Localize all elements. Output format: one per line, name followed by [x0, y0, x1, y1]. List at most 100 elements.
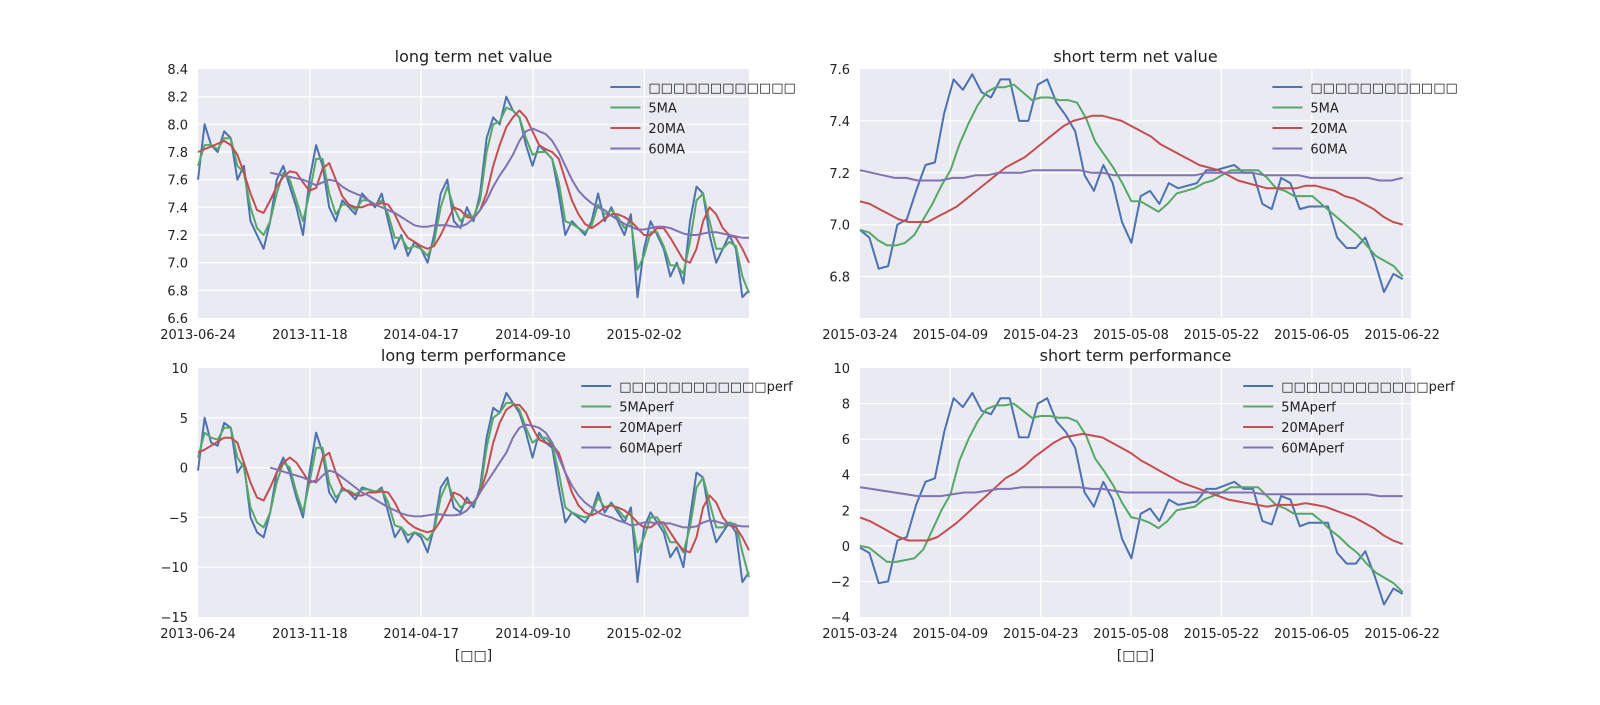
chart-panel-short-net: 6.8 7.0 7.2 7.4 7.6 2015-03-24 2015-04-09 2015-… [822, 47, 1458, 343]
plot-area [198, 69, 749, 318]
x-tick-label: 2015-05-22 [1184, 627, 1260, 642]
x-tick-label: 2014-04-17 [383, 328, 459, 343]
x-tick-label: 2015-04-09 [913, 328, 989, 343]
chart-panel-long-net: 6.6 6.8 7.0 7.2 7.4 7.6 7.8 8.0 8.2 8.4 2013-06-24… [160, 47, 796, 343]
series-line-4 [859, 169, 1403, 182]
x-tick-label: 2015-02-02 [607, 328, 683, 343]
y-tick-label: 6.8 [167, 284, 188, 299]
legend-label: 5MA [1310, 102, 1338, 117]
legend-label: 20MAperf [1281, 421, 1344, 436]
legend-label: □□□□□□□□□□□□ [1310, 81, 1457, 96]
plot-area [198, 368, 749, 617]
gridlines [860, 368, 1411, 617]
series-line-3 [859, 114, 1403, 226]
x-tick-label: 2015-03-24 [822, 627, 898, 642]
gridlines [198, 69, 749, 318]
x-tick-label: 2014-04-17 [383, 627, 459, 642]
y-tick-label: 7.2 [167, 229, 188, 244]
y-tick-label: 8.0 [167, 118, 188, 133]
legend-label: 20MA [1310, 122, 1347, 137]
x-tick-label: 2014-09-10 [495, 328, 571, 343]
series-line-2 [197, 401, 750, 578]
y-tick-label: 5 [180, 412, 188, 427]
y-tick-label: 10 [171, 362, 188, 377]
legend-label: 5MAperf [619, 401, 674, 416]
legend: □□□□□□□□□□□□perf 5MAperf 20MAperf 60MAperf [1243, 380, 1455, 457]
series-line-4 [269, 423, 749, 529]
x-tick-label: 2013-06-24 [160, 328, 236, 343]
y-tick-label: 7.8 [167, 146, 188, 161]
series-line-1 [197, 95, 750, 299]
y-tick-label: −5 [169, 511, 188, 526]
x-tick-label: 2015-04-23 [1003, 627, 1079, 642]
legend-label: 60MA [1310, 143, 1347, 158]
y-tick-label: 0 [842, 540, 850, 555]
series-line-3 [859, 432, 1404, 546]
legend-label: 60MA [648, 143, 685, 158]
legend: □□□□□□□□□□□□ 5MA 20MA 60MA [610, 81, 796, 158]
x-tick-label: 2015-06-05 [1274, 627, 1350, 642]
legend-label: 60MAperf [619, 442, 682, 457]
legend: □□□□□□□□□□□□perf 5MAperf 20MAperf 60MAperf [581, 380, 793, 457]
legend: □□□□□□□□□□□□ 5MA 20MA 60MA [1272, 81, 1458, 158]
x-tick-label: 2015-05-22 [1184, 328, 1260, 343]
y-tick-label: 7.6 [167, 174, 188, 189]
x-tick-label: 2015-05-08 [1093, 627, 1169, 642]
y-tick-label: −15 [161, 611, 188, 626]
y-tick-label: 4 [842, 469, 850, 484]
x-tick-label: 2015-04-09 [913, 627, 989, 642]
series-line-2 [859, 83, 1404, 278]
x-tick-label: 2015-06-05 [1274, 328, 1350, 343]
x-tick-label: 2015-05-08 [1093, 328, 1169, 343]
x-tick-label: 2013-11-18 [272, 627, 348, 642]
x-axis-label: [□□] [1117, 648, 1154, 664]
legend-label: □□□□□□□□□□□□perf [1281, 380, 1455, 395]
legend-label: □□□□□□□□□□□□perf [619, 380, 793, 395]
y-tick-label: 0 [180, 462, 188, 477]
y-tick-label: 10 [833, 362, 850, 377]
x-tick-label: 2015-06-22 [1364, 627, 1440, 642]
legend-label: 20MAperf [619, 421, 682, 436]
legend-label: 5MA [648, 102, 676, 117]
chart-title: long term performance [381, 346, 566, 365]
series-line-1 [859, 73, 1404, 294]
y-tick-label: 7.0 [167, 257, 188, 272]
x-axis-label: [□□] [455, 648, 492, 664]
legend-label: □□□□□□□□□□□□ [648, 81, 795, 96]
legend-label: 5MAperf [1281, 401, 1336, 416]
y-tick-label: 7.2 [829, 167, 850, 182]
x-tick-label: 2015-03-24 [822, 328, 898, 343]
series-line-1 [859, 391, 1404, 606]
y-tick-label: 2 [842, 504, 850, 519]
legend-label: 20MA [648, 122, 685, 137]
x-tick-label: 2014-09-10 [495, 627, 571, 642]
y-tick-label: −2 [831, 575, 850, 590]
gridlines [198, 368, 749, 617]
x-tick-label: 2015-04-23 [1003, 328, 1079, 343]
y-tick-label: −4 [831, 611, 850, 626]
y-tick-label: 8 [842, 398, 850, 413]
x-tick-label: 2013-06-24 [160, 627, 236, 642]
legend-label: 60MAperf [1281, 442, 1344, 457]
series-line-4 [859, 486, 1403, 498]
chart-panel-short-perf: −4 −2 0 2 4 6 8 10 2015-03-24 2015-04-09 2015-04-2… [822, 346, 1455, 664]
y-tick-label: −10 [161, 561, 188, 576]
y-tick-label: 7.0 [829, 219, 850, 234]
x-tick-label: 2015-02-02 [607, 627, 683, 642]
y-tick-label: 6.6 [167, 312, 188, 327]
chart-title: long term net value [395, 47, 553, 66]
y-tick-label: 8.4 [167, 63, 188, 78]
chart-title: short term performance [1040, 346, 1232, 365]
chart-title: short term net value [1053, 47, 1217, 66]
y-tick-label: 6.8 [829, 271, 850, 286]
series-line-4 [269, 127, 749, 239]
y-tick-label: 7.6 [829, 63, 850, 78]
x-tick-label: 2013-11-18 [272, 328, 348, 343]
x-tick-label: 2015-06-22 [1364, 328, 1440, 343]
chart-panel-long-perf: −15 −10 −5 0 5 10 2013-06-24 2013-11-18 2014-04-… [160, 346, 793, 664]
y-tick-label: 6 [842, 433, 850, 448]
y-tick-label: 8.2 [167, 91, 188, 106]
gridlines [860, 69, 1411, 318]
y-tick-label: 7.4 [167, 201, 188, 216]
